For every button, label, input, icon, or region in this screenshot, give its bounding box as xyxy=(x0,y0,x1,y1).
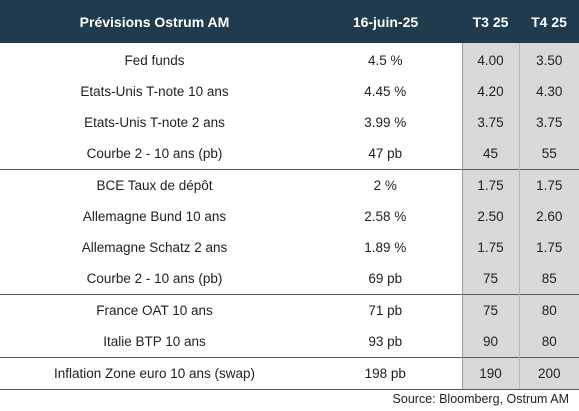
row-q4: 3.50 xyxy=(518,43,579,76)
row-q3: 2.50 xyxy=(461,201,519,232)
table-row: Etats-Unis T-note 2 ans 3.99 % 3.75 3.75 xyxy=(0,107,579,138)
row-label: Courbe 2 - 10 ans (pb) xyxy=(86,271,223,286)
row-q3: 75 xyxy=(461,263,519,295)
row-q3: 90 xyxy=(461,326,519,358)
row-label: Allemagne Schatz 2 ans xyxy=(81,240,228,255)
row-q3: 75 xyxy=(461,294,519,326)
forecast-table: Prévisions Ostrum AM 16-juin-25 T3 25 T4… xyxy=(0,0,579,390)
row-current: 93 pb xyxy=(368,334,403,349)
table-row: Allemagne Schatz 2 ans 1.89 % 1.75 1.75 xyxy=(0,232,579,263)
row-q4: 4.30 xyxy=(518,76,579,107)
table-row: Allemagne Bund 10 ans 2.58 % 2.50 2.60 xyxy=(0,201,579,232)
row-q4: 200 xyxy=(518,357,579,390)
table-row: Courbe 2 - 10 ans (pb) 69 pb 75 85 xyxy=(0,263,579,295)
row-current: 47 pb xyxy=(368,146,403,161)
row-current: 4.45 % xyxy=(364,84,407,99)
header-label: Prévisions Ostrum AM xyxy=(0,0,309,43)
row-q3: 4.00 xyxy=(461,43,519,76)
row-current: 198 pb xyxy=(309,357,462,390)
table-row: Italie BTP 10 ans 93 pb 90 80 xyxy=(0,326,579,358)
row-current: 4.5 % xyxy=(367,53,403,68)
table-row: Etats-Unis T-note 10 ans 4.45 % 4.20 4.3… xyxy=(0,76,579,107)
row-label: BCE Taux de dépôt xyxy=(0,169,309,201)
row-q3: 1.75 xyxy=(461,169,519,201)
table-row: Inflation Zone euro 10 ans (swap) 198 pb… xyxy=(0,357,579,390)
row-label: Allemagne Bund 10 ans xyxy=(82,209,227,224)
row-label: Italie BTP 10 ans xyxy=(103,334,206,349)
row-label: France OAT 10 ans xyxy=(0,294,309,326)
row-label: Courbe 2 - 10 ans (pb) xyxy=(86,146,223,161)
row-label: Fed funds xyxy=(124,53,185,68)
row-label: Etats-Unis T-note 2 ans xyxy=(84,115,225,130)
row-q3: 1.75 xyxy=(461,232,519,263)
row-q3: 190 xyxy=(461,357,519,390)
header-row: Prévisions Ostrum AM 16-juin-25 T3 25 T4… xyxy=(0,0,579,43)
row-current: 69 pb xyxy=(368,271,403,286)
row-q4: 80 xyxy=(518,294,579,326)
header-q4: T4 25 xyxy=(519,0,579,43)
row-q4: 1.75 xyxy=(518,232,579,263)
row-q4: 3.75 xyxy=(518,107,579,138)
row-q4: 1.75 xyxy=(518,169,579,201)
table-row: BCE Taux de dépôt 2 % 1.75 1.75 xyxy=(0,169,579,201)
row-current: 71 pb xyxy=(309,294,462,326)
row-q3: 45 xyxy=(461,138,519,170)
row-q4: 2.60 xyxy=(518,201,579,232)
row-label: Etats-Unis T-note 10 ans xyxy=(80,84,229,99)
header-date: 16-juin-25 xyxy=(309,0,462,43)
table-row: Fed funds 4.5 % 4.00 3.50 xyxy=(0,43,579,76)
row-q3: 4.20 xyxy=(461,76,519,107)
row-q4: 85 xyxy=(518,263,579,295)
row-q4: 55 xyxy=(518,138,579,170)
row-label: Inflation Zone euro 10 ans (swap) xyxy=(0,357,309,390)
header-q3: T3 25 xyxy=(462,0,519,43)
table-row: France OAT 10 ans 71 pb 75 80 xyxy=(0,294,579,326)
table-row: Courbe 2 - 10 ans (pb) 47 pb 45 55 xyxy=(0,138,579,170)
row-current: 1.89 % xyxy=(364,240,407,255)
row-current: 2.58 % xyxy=(364,209,407,224)
row-current: 3.99 % xyxy=(364,115,407,130)
row-current: 2 % xyxy=(309,169,462,201)
row-q4: 80 xyxy=(518,326,579,358)
row-q3: 3.75 xyxy=(461,107,519,138)
source-note: Source: Bloomberg, Ostrum AM xyxy=(392,392,569,406)
